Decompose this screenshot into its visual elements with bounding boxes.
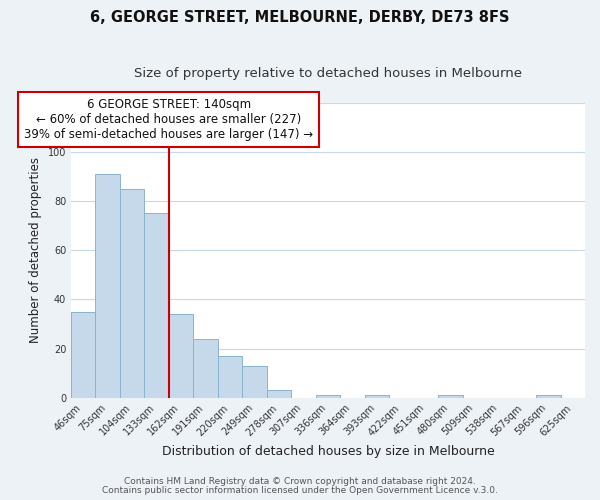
Bar <box>267 390 291 398</box>
Bar <box>95 174 120 398</box>
Title: Size of property relative to detached houses in Melbourne: Size of property relative to detached ho… <box>134 68 522 80</box>
X-axis label: Distribution of detached houses by size in Melbourne: Distribution of detached houses by size … <box>161 444 494 458</box>
Text: Contains public sector information licensed under the Open Government Licence v.: Contains public sector information licen… <box>102 486 498 495</box>
Text: 6 GEORGE STREET: 140sqm
← 60% of detached houses are smaller (227)
39% of semi-d: 6 GEORGE STREET: 140sqm ← 60% of detache… <box>25 98 313 141</box>
Bar <box>218 356 242 398</box>
Bar <box>536 396 560 398</box>
Bar <box>316 396 340 398</box>
Y-axis label: Number of detached properties: Number of detached properties <box>29 157 42 343</box>
Text: Contains HM Land Registry data © Crown copyright and database right 2024.: Contains HM Land Registry data © Crown c… <box>124 477 476 486</box>
Bar <box>193 338 218 398</box>
Text: 6, GEORGE STREET, MELBOURNE, DERBY, DE73 8FS: 6, GEORGE STREET, MELBOURNE, DERBY, DE73… <box>90 10 510 25</box>
Bar <box>438 396 463 398</box>
Bar <box>365 396 389 398</box>
Bar <box>145 213 169 398</box>
Bar <box>169 314 193 398</box>
Bar <box>120 188 145 398</box>
Bar <box>242 366 267 398</box>
Bar <box>71 312 95 398</box>
